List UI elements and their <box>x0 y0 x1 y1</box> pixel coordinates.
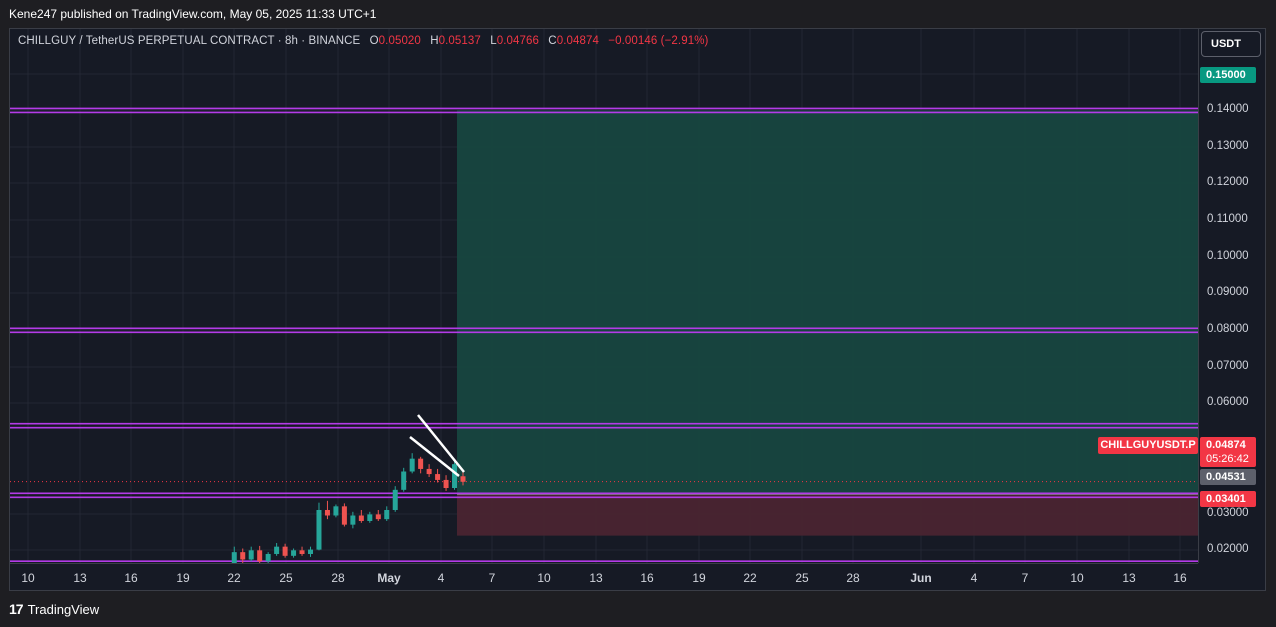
time-tick-label: 28 <box>331 571 345 585</box>
candle-body <box>316 509 322 550</box>
time-tick-label: 25 <box>279 571 293 585</box>
flag-lower-trendline <box>409 436 460 477</box>
candle-body <box>443 479 449 488</box>
time-tick-label: 13 <box>73 571 87 585</box>
time-tick-label: 7 <box>488 571 496 585</box>
candle-body <box>418 458 424 469</box>
candle-body <box>231 552 237 563</box>
time-tick-label: 10 <box>537 571 551 585</box>
open-value: 0.05020 <box>378 35 421 47</box>
time-tick-label: 25 <box>795 571 809 585</box>
time-tick-label: 10 <box>21 571 35 585</box>
time-tick-label: 13 <box>589 571 603 585</box>
candle-body <box>341 506 347 525</box>
last-price-value: 0.04874 <box>1206 439 1246 451</box>
change-value: −0.00146 (−2.91%) <box>608 35 709 47</box>
price-tick-label: 0.11000 <box>1207 213 1248 225</box>
time-tick-label: 16 <box>1173 571 1187 585</box>
price-tick-label: 0.07000 <box>1207 360 1249 372</box>
close-value: 0.04874 <box>556 35 599 47</box>
candle-body <box>333 506 339 516</box>
time-tick-label: 22 <box>227 571 241 585</box>
bar-countdown: 05:26:42 <box>1206 453 1249 465</box>
price-axis[interactable] <box>1198 29 1265 563</box>
price-tick-label: 0.03000 <box>1207 507 1249 519</box>
candle-body <box>426 468 432 475</box>
price-tick-label: 0.02000 <box>1207 543 1249 555</box>
brand-name: TradingView <box>27 601 100 617</box>
price-tick-label: 0.06000 <box>1207 396 1249 408</box>
candle-body <box>324 509 330 516</box>
high-value: 0.05137 <box>438 35 481 47</box>
time-tick-label: Jun <box>910 571 932 585</box>
last-price-label: 0.04874 05:26:42 <box>1200 437 1256 467</box>
candle-body <box>240 552 246 560</box>
candle-body <box>248 550 254 560</box>
flag-upper-trendline <box>417 414 465 473</box>
candle-body <box>274 546 280 554</box>
candle-body <box>291 550 297 556</box>
close-key: C <box>548 35 557 47</box>
candle-body <box>282 546 288 556</box>
time-tick-label: 28 <box>846 571 860 585</box>
high-key: H <box>430 35 439 47</box>
time-tick-label: May <box>377 571 401 585</box>
candle-body <box>435 474 441 480</box>
time-axis[interactable] <box>10 563 1198 590</box>
time-tick-label: 19 <box>692 571 706 585</box>
currency-selector-button[interactable]: USDT <box>1201 31 1261 57</box>
candle-body <box>358 515 364 521</box>
price-tick-label: 0.10000 <box>1207 250 1249 262</box>
candle-body <box>350 515 356 525</box>
low-key: L <box>490 35 497 47</box>
price-tick-label: 0.12000 <box>1207 176 1249 188</box>
tradingview-footer[interactable]: 17 TradingView <box>9 598 99 620</box>
low-value: 0.04766 <box>496 35 539 47</box>
candle-body <box>367 514 373 521</box>
time-tick-label: 19 <box>176 571 190 585</box>
candle-body <box>384 509 390 520</box>
candle-body <box>401 471 407 490</box>
candle-body <box>409 458 415 472</box>
time-tick-label: 4 <box>970 571 978 585</box>
candle-body <box>308 549 314 554</box>
open-key: O <box>369 35 379 47</box>
entry-price-label: 0.04531 <box>1200 469 1256 485</box>
candle-body <box>452 464 458 488</box>
candle-body <box>392 489 398 510</box>
time-tick-label: 10 <box>1070 571 1084 585</box>
price-tick-label: 0.14000 <box>1207 103 1249 115</box>
candle-body <box>375 514 381 520</box>
candle-body <box>299 550 305 554</box>
symbol-legend: CHILLGUY / TetherUS PERPETUAL CONTRACT ·… <box>18 35 708 47</box>
candle-body <box>257 550 263 562</box>
target-price-label: 0.15000 <box>1200 67 1256 83</box>
chart-canvas[interactable] <box>10 29 1198 563</box>
symbol-price-tag: CHILLGUYUSDT.P <box>1098 437 1198 454</box>
symbol-title: CHILLGUY / TetherUS PERPETUAL CONTRACT ·… <box>18 35 361 47</box>
stop-price-label: 0.03401 <box>1200 491 1256 507</box>
candle-body <box>460 476 466 482</box>
loss-zone <box>457 494 1198 536</box>
candle-body <box>265 553 271 562</box>
time-tick-label: 13 <box>1122 571 1136 585</box>
time-tick-label: 16 <box>640 571 654 585</box>
time-tick-label: 16 <box>124 571 138 585</box>
time-tick-label: 4 <box>437 571 445 585</box>
time-tick-label: 22 <box>743 571 757 585</box>
profit-zone <box>457 110 1198 495</box>
price-tick-label: 0.09000 <box>1207 286 1249 298</box>
price-tick-label: 0.13000 <box>1207 140 1249 152</box>
time-tick-label: 7 <box>1021 571 1029 585</box>
chart-plot-area[interactable] <box>10 29 1198 563</box>
publish-info: Kene247 published on TradingView.com, Ma… <box>9 7 377 21</box>
tradingview-logo-icon: 17 <box>9 601 24 617</box>
price-tick-label: 0.08000 <box>1207 323 1249 335</box>
